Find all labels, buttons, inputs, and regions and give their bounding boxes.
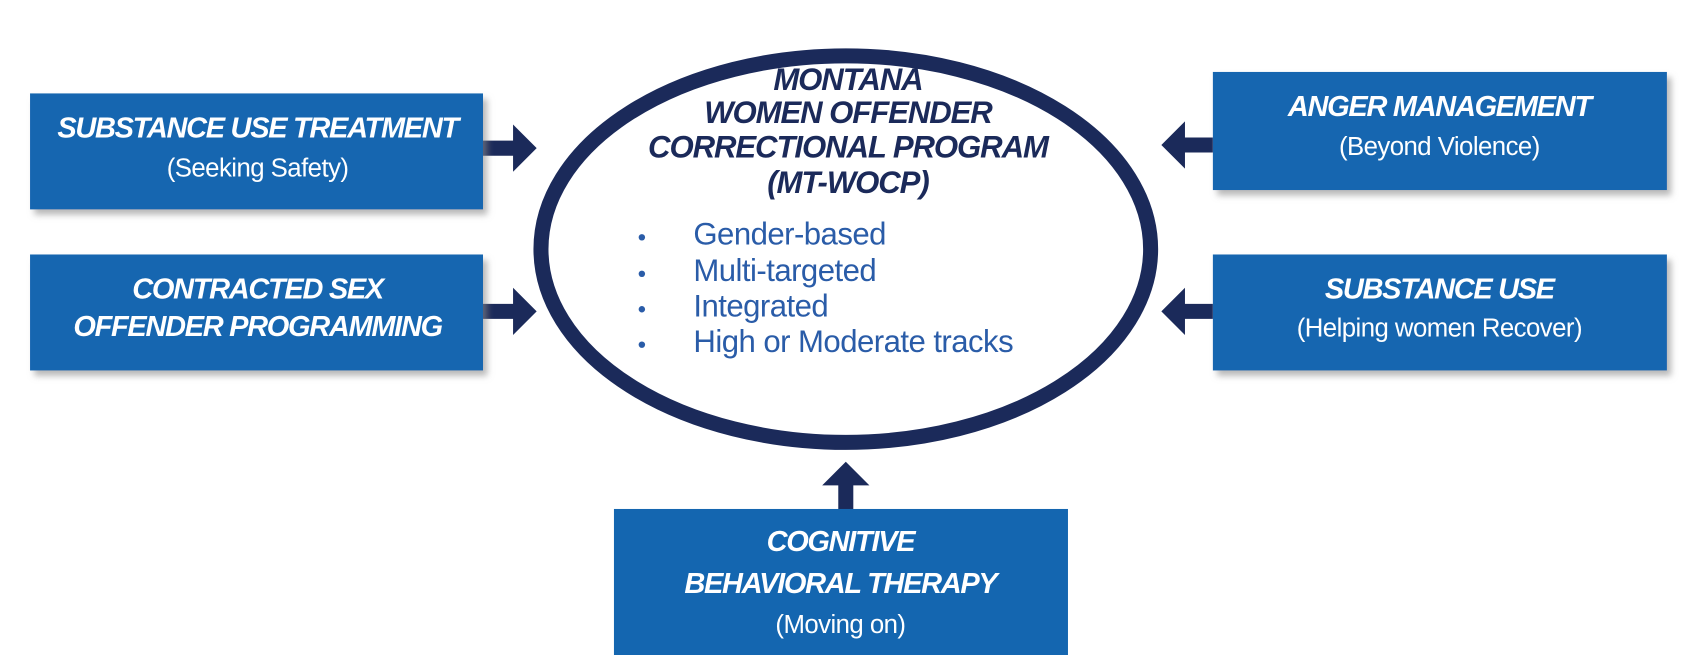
bullet: Gender-based xyxy=(693,216,886,251)
arrow xyxy=(483,287,537,336)
center-title: WOMEN OFFENDER xyxy=(704,95,993,130)
box-title: SUBSTANCE USE xyxy=(1325,274,1557,306)
program-box xyxy=(613,508,1068,655)
box-title: OFFENDER PROGRAMMING xyxy=(73,311,442,343)
bullet: Multi-targeted xyxy=(693,253,876,288)
box-subtitle: (Seeking Safety) xyxy=(167,154,349,182)
arrow xyxy=(822,461,870,509)
arrow xyxy=(1161,287,1213,336)
bullet: Integrated xyxy=(693,288,828,323)
box-title: COGNITIVE xyxy=(767,526,918,558)
program-box xyxy=(30,93,484,210)
center-title: (MT-WOCP) xyxy=(767,165,929,200)
bullet: High or Moderate tracks xyxy=(693,324,1013,359)
center-title: CORRECTIONAL PROGRAM xyxy=(648,129,1050,164)
box-title: CONTRACTED SEX xyxy=(132,274,386,306)
box-subtitle: (Helping women Recover) xyxy=(1297,314,1582,342)
bullet-dot xyxy=(638,234,646,241)
arrow xyxy=(483,124,537,172)
center-title: MONTANA xyxy=(773,62,922,97)
center-ellipse xyxy=(533,48,1159,450)
bullet-dot xyxy=(638,341,646,348)
box-title: BEHAVIORAL THERAPY xyxy=(684,568,1000,600)
program-box xyxy=(1212,254,1667,371)
bullet-dot xyxy=(638,270,646,278)
bullet-dot xyxy=(638,306,646,313)
box-title: ANGER MANAGEMENT xyxy=(1287,91,1594,123)
box-subtitle: (Beyond Violence) xyxy=(1339,133,1540,161)
box-subtitle: (Moving on) xyxy=(775,611,905,639)
box-title: SUBSTANCE USE TREATMENT xyxy=(57,113,461,145)
program-box xyxy=(30,254,484,371)
bullet-list: Gender-based Multi-targeted Integrated H… xyxy=(638,216,1014,359)
arrow xyxy=(1161,121,1213,169)
program-box xyxy=(1212,71,1667,191)
